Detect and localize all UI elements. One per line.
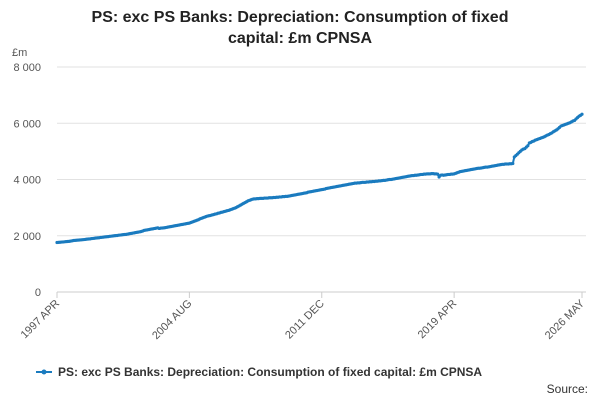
- data-point: [526, 144, 530, 148]
- chart-title: PS: exc PS Banks: Depreciation: Consumpt…: [92, 9, 509, 47]
- y-tick-label: 0: [35, 287, 41, 299]
- source: Source:: [547, 382, 588, 396]
- data-point: [511, 161, 515, 166]
- y-tick-label: 8 000: [13, 62, 41, 74]
- x-tick-label: 2011 DEC: [283, 298, 327, 342]
- legend-marker: [41, 369, 47, 375]
- data-point: [580, 112, 584, 116]
- y-tick-label: 6 000: [13, 118, 41, 130]
- x-tick-label: 2026 MAY: [543, 297, 588, 342]
- y-axis-label: £m: [12, 47, 27, 59]
- x-tick-label: 2019 APR: [416, 298, 460, 342]
- legend-label: PS: exc PS Banks: Depreciation: Consumpt…: [58, 365, 482, 379]
- y-tick-label: 2 000: [13, 231, 41, 243]
- data-point: [435, 172, 440, 176]
- x-tick-label: 2004 AUG: [150, 298, 194, 342]
- data-line: [56, 113, 583, 244]
- x-tick-label: 1997 APR: [19, 298, 63, 342]
- y-tick-label: 4 000: [13, 175, 41, 187]
